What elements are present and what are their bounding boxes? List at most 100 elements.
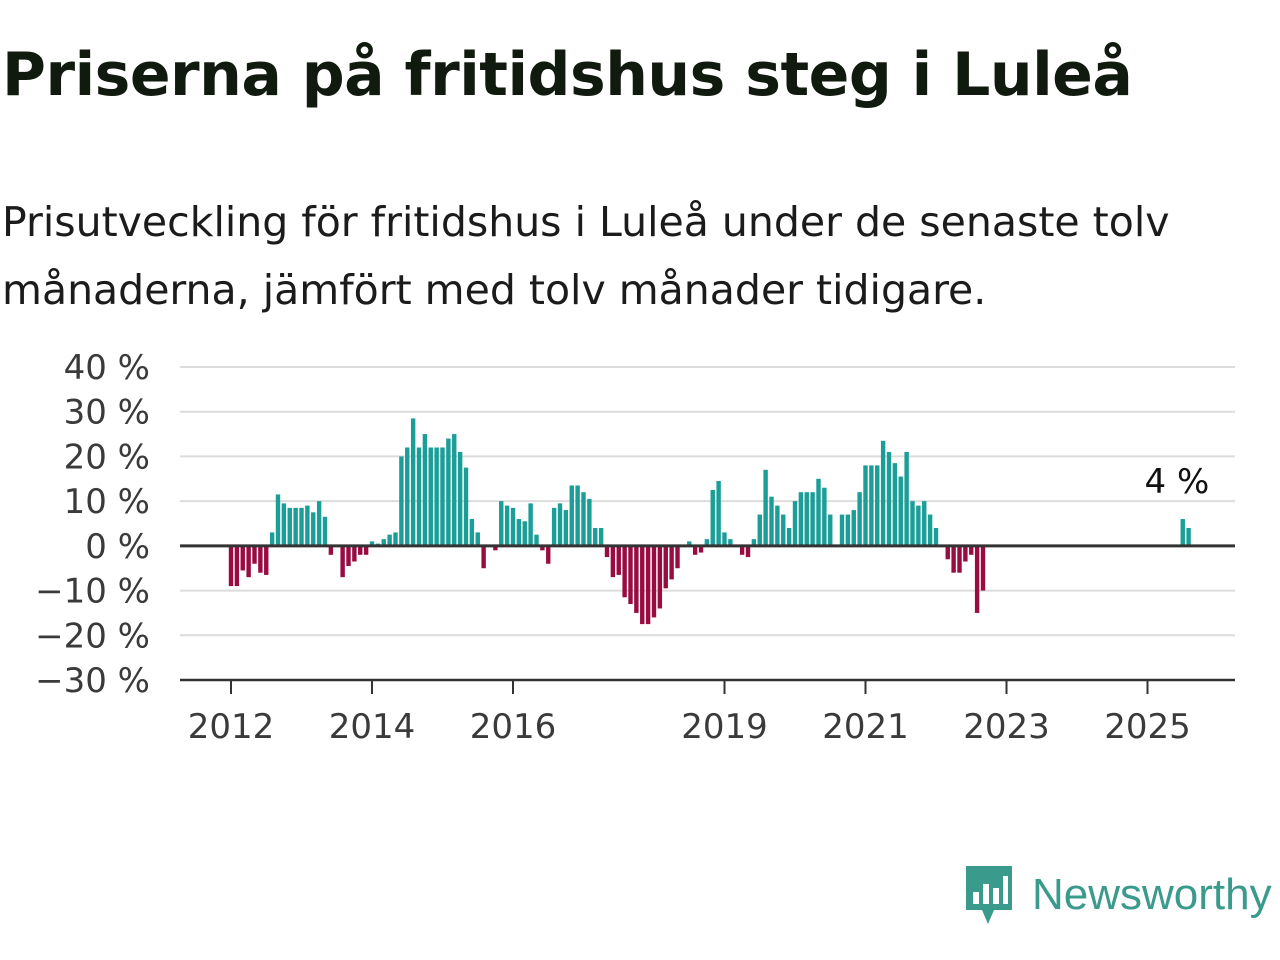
bar: [645, 545, 651, 625]
y-tick-label: −30 %: [35, 661, 150, 701]
bar: [358, 545, 363, 555]
bar: [434, 447, 439, 546]
bar: [546, 545, 551, 564]
grid-lines: [180, 366, 1235, 637]
bar: [399, 456, 404, 546]
bar: [481, 545, 486, 569]
bar: [922, 501, 927, 546]
bar: [363, 545, 369, 555]
brand-name: Newsworthy: [1032, 870, 1272, 919]
bar: [387, 534, 392, 546]
bar: [352, 545, 357, 562]
bar: [575, 485, 580, 546]
x-tick-label: 2021: [822, 707, 909, 747]
bar: [1186, 527, 1191, 546]
bar: [663, 545, 668, 589]
bar: [745, 545, 751, 558]
bar: [728, 539, 733, 546]
bar: [346, 545, 351, 566]
bar: [722, 532, 727, 546]
last-value-label: 4 %: [1145, 462, 1210, 502]
bar: [610, 545, 616, 578]
bar: [980, 545, 986, 591]
bar: [898, 476, 903, 546]
bar: [710, 489, 715, 546]
x-tick-label: 2014: [329, 707, 416, 747]
bar: [452, 434, 457, 546]
bar: [593, 527, 598, 546]
bar: [845, 514, 851, 546]
bar: [316, 501, 322, 546]
bar: [798, 492, 804, 546]
bar: [381, 539, 386, 546]
price-change-bar-chart: 40 % 30 %20 % 10 % 0 % −10 %−20 % −30 % 2012 20…: [35, 348, 1235, 747]
bar: [751, 539, 757, 546]
bar: [822, 487, 827, 546]
bar: [499, 501, 504, 546]
bar: [698, 545, 704, 553]
page-title: Priserna på fritidshus steg i Luleå: [2, 40, 1133, 110]
bar: [428, 447, 433, 546]
bars: [228, 418, 1191, 625]
bar: [416, 447, 422, 546]
bar: [739, 545, 745, 555]
bar: [704, 539, 710, 546]
bar: [716, 481, 721, 546]
bar: [281, 503, 287, 546]
bar: [587, 498, 592, 546]
bar: [293, 507, 298, 546]
bar: [875, 465, 880, 546]
bar: [857, 492, 862, 546]
bar: [328, 545, 334, 555]
bar: [851, 510, 856, 546]
bar: [228, 545, 234, 587]
y-tick-label: 10 %: [64, 482, 150, 522]
bar: [869, 465, 874, 546]
bar: [369, 541, 375, 546]
bar: [246, 545, 251, 578]
bar: [781, 514, 786, 546]
y-tick-label: 0 %: [85, 527, 150, 567]
bar: [516, 519, 522, 546]
bar: [264, 545, 269, 575]
y-tick-label: −20 %: [35, 616, 150, 656]
bar: [810, 492, 815, 546]
bar: [522, 521, 527, 546]
bar: [598, 527, 604, 546]
bar: [563, 510, 569, 546]
bar: [886, 451, 892, 546]
bar: [974, 545, 980, 613]
bar: [687, 541, 692, 546]
bar: [340, 545, 345, 578]
x-tick-label: 2023: [963, 707, 1050, 747]
bar: [957, 545, 962, 573]
bar: [657, 545, 663, 609]
bar: [581, 492, 586, 546]
bar: [457, 451, 463, 546]
bar: [534, 534, 539, 546]
bar: [804, 492, 809, 546]
bar: [651, 545, 657, 618]
bar: [305, 505, 310, 546]
y-tick-label: 40 %: [64, 348, 150, 388]
bar: [557, 503, 563, 546]
bar: [275, 494, 281, 546]
bar: [393, 532, 398, 546]
bar: [269, 532, 275, 546]
y-tick-label: −10 %: [35, 572, 150, 612]
bar: [440, 447, 445, 546]
bar: [945, 545, 950, 560]
bar: [493, 545, 498, 551]
bar: [234, 545, 240, 587]
bar: [604, 545, 610, 558]
bar: [634, 545, 639, 613]
bar: [839, 514, 845, 546]
bar: [816, 478, 821, 546]
bar: [616, 545, 621, 575]
x-tick-label: 2019: [681, 707, 768, 747]
bar: [933, 527, 939, 546]
bar: [551, 507, 557, 546]
bar: [463, 467, 469, 546]
bar: [757, 514, 762, 546]
bar: [540, 545, 545, 551]
